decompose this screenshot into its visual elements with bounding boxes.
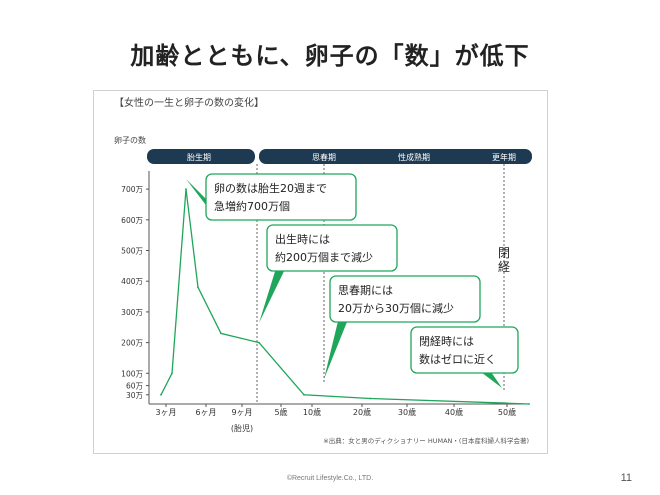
menopause-label: 経: [498, 260, 510, 274]
x-tick-label: 6ヶ月: [195, 408, 216, 417]
chart-title: 【女性の一生と卵子の数の変化】: [114, 96, 264, 109]
copyright-footer: ©Recruit Lifestyle.Co., LTD.: [286, 475, 374, 482]
callout-box: [205, 173, 357, 221]
y-tick-label: 500万: [121, 247, 143, 256]
x-tick-label: 20歳: [353, 407, 371, 417]
stage-bar-life: [259, 149, 532, 164]
x-tick-label: 30歳: [398, 407, 416, 417]
callout-text: 急増約700万個: [214, 199, 290, 213]
callout-text: 数はゼロに近く: [419, 353, 496, 366]
slide-title: 加齢とともに、卵子の「数」が低下: [130, 42, 530, 70]
data-point: [303, 393, 305, 396]
stage-label: 性成熟期: [398, 152, 430, 162]
callout-box: [266, 224, 398, 272]
x-tick-label: 3ヶ月: [155, 408, 176, 417]
y-axis-label: 卵子の数: [114, 135, 146, 145]
callout-text: 思春期には: [338, 284, 393, 297]
y-tick-label: 100万: [121, 369, 143, 378]
data-point: [258, 341, 260, 344]
data-point: [185, 188, 187, 190]
y-tick-label: 700万: [121, 185, 143, 194]
data-point: [528, 403, 530, 405]
callout-pointer: [477, 369, 502, 388]
callout-pointer: [324, 317, 349, 379]
x-tick-label: 50歳: [498, 407, 516, 417]
chart-panel: 【女性の一生と卵子の数の変化】 卵子の数胎生期 思春期 性成熟期 更年期 30万 60万 10…: [93, 90, 548, 454]
data-point: [160, 393, 162, 396]
data-point: [220, 332, 222, 335]
page-number: 11: [620, 472, 632, 484]
chart-source: ※出典：女と男のディクショナリー HUMAN・(日本産科婦人科学会著): [323, 436, 529, 445]
x-tick-label: 9ヶ月: [231, 408, 252, 417]
callout-text: 卵の数は胎生20週まで: [214, 181, 327, 195]
y-tick-label: 400万: [121, 277, 143, 286]
callout-text: 約200万個まで減少: [275, 250, 373, 264]
callout-text: 20万から30万個に減少: [338, 301, 454, 315]
x-tick-label: 10歳: [303, 407, 321, 417]
x-tick-label: 5歳: [274, 407, 287, 417]
y-tick-label: 200万: [121, 339, 143, 348]
callout-text: 閉経時には: [419, 335, 474, 348]
callout-box: [329, 275, 481, 323]
data-point: [369, 397, 371, 400]
stage-bar-fetal: [147, 149, 255, 164]
stage-label: 更年期: [492, 152, 516, 162]
data-point: [503, 402, 505, 404]
data-point: [171, 372, 173, 375]
stage-label: 胎生期: [187, 152, 211, 162]
y-tick-label: 60万: [126, 382, 144, 391]
stage-label: 思春期: [312, 152, 336, 162]
menopause-label: 閉: [498, 246, 510, 260]
callout-text: 出生時には: [275, 232, 330, 246]
series-line: [160, 189, 530, 405]
y-tick-label: 300万: [121, 308, 143, 317]
callout-box: [410, 326, 519, 374]
callout-pointer: [259, 265, 287, 323]
x-sub-label: (胎児): [231, 423, 253, 433]
y-tick-label: 30万: [126, 391, 144, 400]
data-point: [197, 286, 199, 289]
y-tick-label: 600万: [121, 216, 143, 225]
x-tick-label: 40歳: [445, 407, 463, 417]
